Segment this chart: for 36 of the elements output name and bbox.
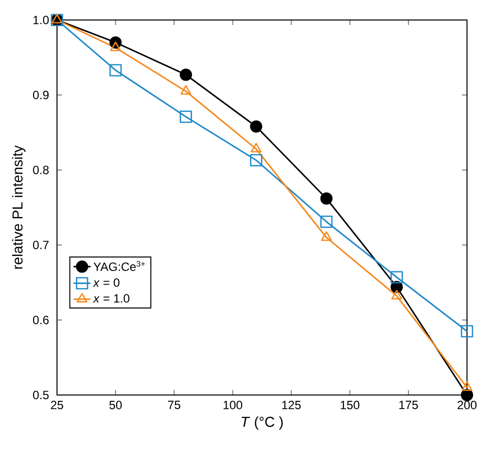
legend-label: x = 0 — [92, 278, 120, 287]
point — [320, 216, 333, 228]
point — [180, 110, 192, 123]
point — [390, 271, 403, 284]
point — [462, 381, 472, 391]
point — [460, 388, 474, 402]
point — [250, 142, 262, 152]
legend-label: YAG:Ce$^{3+}$ — [94, 260, 145, 271]
y-tick-label: 0.5 — [33, 390, 49, 400]
y-tick-label: 0.6 — [33, 316, 49, 324]
point — [321, 231, 332, 241]
y-axis-title: relative PL intensity — [12, 145, 26, 269]
point — [320, 192, 333, 205]
point — [250, 120, 262, 133]
point — [250, 154, 262, 166]
y-tick-label: 1.0 — [33, 16, 49, 24]
point — [180, 85, 192, 95]
point — [180, 68, 192, 81]
x-tick-label: 150 — [340, 400, 360, 410]
y-tick-label: 0.8 — [33, 166, 49, 174]
x-tick-label: 125 — [282, 400, 301, 410]
x-tick-label: 100 — [224, 400, 242, 410]
point — [460, 325, 474, 338]
point — [52, 14, 62, 24]
point — [109, 64, 122, 76]
legend-label: x = 1.0 — [92, 294, 130, 303]
x-tick-label: 200 — [458, 400, 477, 410]
x-axis-title: T (°C ) — [242, 416, 283, 430]
x-tick-label: 75 — [168, 400, 180, 410]
x-tick-label: 175 — [399, 400, 418, 410]
point — [110, 42, 121, 52]
y-tick-label: 0.7 — [33, 240, 49, 250]
x-tick-label: 50 — [109, 400, 122, 410]
x-tick-label: 25 — [50, 400, 64, 410]
point — [391, 290, 402, 300]
y-tick-label: 0.9 — [33, 90, 49, 100]
